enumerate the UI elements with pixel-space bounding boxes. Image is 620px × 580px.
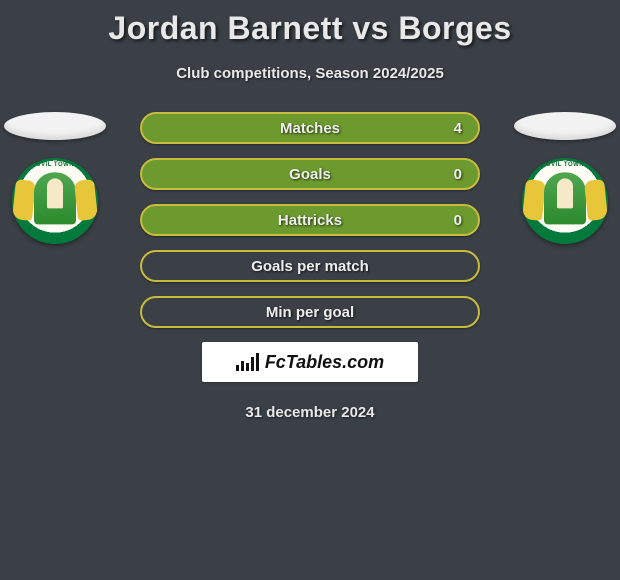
stat-value: 4 <box>454 120 462 137</box>
stat-rows: Matches 4 Goals 0 Hattricks 0 Goals per match M… <box>140 112 480 328</box>
badge-text: OVIL TOWN <box>12 162 98 168</box>
brand-text: FcTables.com <box>265 352 384 373</box>
club-badge-left: OVIL TOWN <box>12 158 98 244</box>
player-right-oval <box>514 112 616 140</box>
stat-label: Goals <box>289 166 331 183</box>
badge-text: OVIL TOWN <box>522 162 608 168</box>
stat-label: Hattricks <box>278 212 342 229</box>
club-badge-right: OVIL TOWN <box>522 158 608 244</box>
stat-row: Matches 4 <box>140 112 480 144</box>
player-right-col: OVIL TOWN <box>510 112 620 244</box>
stat-label: Goals per match <box>251 258 369 275</box>
stat-label: Min per goal <box>266 304 354 321</box>
subtitle: Club competitions, Season 2024/2025 <box>0 65 620 82</box>
chart-bars-icon <box>236 353 259 371</box>
stat-value: 0 <box>454 166 462 183</box>
player-left-col: OVIL TOWN <box>0 112 110 244</box>
stat-row: Hattricks 0 <box>140 204 480 236</box>
comparison-panel: OVIL TOWN OVIL TOWN Matches4Goals0Hattri… <box>0 112 620 421</box>
stat-row: Min per goal <box>140 296 480 328</box>
date-text: 31 december 2024 <box>0 404 620 421</box>
brand-box: FcTables.com <box>202 342 418 382</box>
stat-row: Goals per match <box>140 250 480 282</box>
player-left-oval <box>4 112 106 140</box>
stat-row: Goals 0 <box>140 158 480 190</box>
stat-value: 0 <box>454 212 462 229</box>
stat-label: Matches <box>280 120 340 137</box>
page-title: Jordan Barnett vs Borges <box>0 0 620 47</box>
